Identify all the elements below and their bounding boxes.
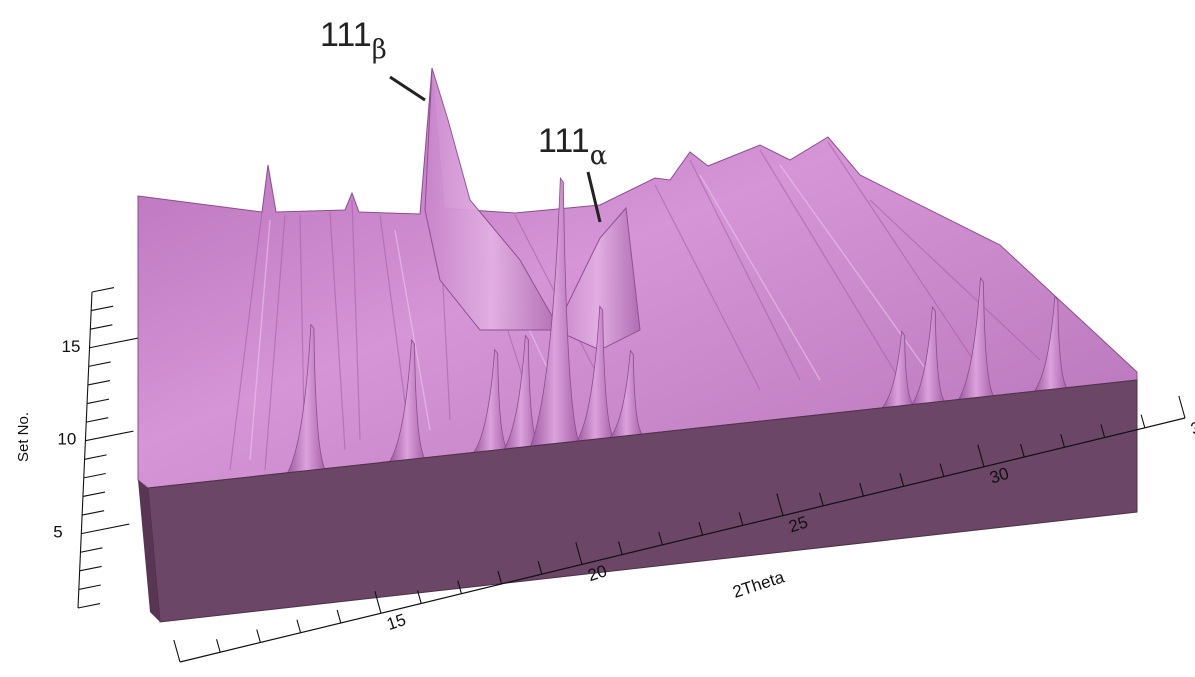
x-tick	[417, 590, 422, 604]
peak-111-alpha-ridge	[554, 206, 641, 351]
y-tick-label: 10	[57, 430, 76, 449]
x-axis: 15 20 25 30 35	[173, 395, 1195, 663]
peak	[473, 348, 508, 453]
x-tick	[819, 492, 824, 506]
annotation-111-beta-label: 111	[320, 16, 372, 54]
x-tick	[497, 570, 503, 585]
surface-left-face	[138, 480, 160, 622]
x-tick-label: 20	[585, 561, 609, 585]
y-tick	[77, 603, 101, 609]
annotation-111-beta-leader	[389, 75, 426, 102]
x-tick	[1020, 443, 1025, 458]
peak	[286, 323, 326, 474]
peak	[529, 176, 580, 447]
x-tick	[537, 561, 543, 575]
x-tick	[859, 482, 864, 497]
peak	[609, 349, 643, 438]
y-tick	[87, 380, 110, 386]
x-tick	[575, 542, 583, 565]
y-tick-label: 15	[62, 337, 81, 356]
y-axis-line	[77, 291, 93, 609]
y-tick	[91, 287, 115, 293]
x-tick	[899, 473, 905, 487]
y-tick-label: 5	[53, 523, 62, 542]
y-tick	[89, 337, 138, 349]
x-tick-label: 35	[1188, 415, 1195, 439]
y-tick	[80, 547, 103, 553]
y-tick	[78, 584, 101, 590]
x-tick	[776, 493, 784, 516]
peak	[957, 276, 995, 400]
peak	[576, 305, 614, 442]
x-tick	[336, 609, 342, 624]
x-tick	[698, 521, 704, 536]
y-tick	[91, 305, 114, 312]
y-axis-title: Set No.	[15, 412, 32, 462]
annotation-111-alpha-subscript: α	[590, 141, 608, 171]
x-tick	[216, 639, 221, 653]
x-tick	[939, 463, 945, 477]
peak	[881, 330, 914, 409]
x-tick-label: 25	[786, 512, 810, 536]
y-tick	[79, 565, 102, 572]
x-tick-label: 15	[384, 610, 408, 634]
y-tick	[90, 324, 113, 330]
x-tick-label: 30	[987, 464, 1011, 488]
x-tick	[173, 639, 181, 663]
x-tick	[658, 531, 663, 546]
y-tick	[88, 361, 111, 367]
annotation-111-beta-subscript: β	[372, 35, 387, 65]
x-tick	[1178, 395, 1186, 419]
x-axis-title: 2Theta	[730, 567, 787, 602]
peak	[910, 305, 946, 405]
peak-111-beta-ridge	[424, 67, 561, 331]
x-tick	[1140, 414, 1146, 428]
x-tick	[457, 580, 462, 594]
y-tick	[86, 398, 110, 405]
y-axis: 5 10 15	[53, 287, 138, 609]
surface-front-face	[147, 379, 1138, 623]
annotation-111-alpha-label: 111	[538, 122, 590, 160]
y-tick	[81, 523, 130, 535]
peak	[388, 338, 426, 462]
y-tick	[86, 417, 109, 423]
annotation-111-beta: 111β	[320, 16, 426, 102]
x-tick	[1060, 434, 1065, 448]
peak	[1033, 295, 1068, 392]
annotation-111-alpha-leader	[586, 171, 602, 223]
y-tick	[83, 472, 106, 479]
x-tick	[738, 512, 744, 526]
svg-text:111β: 111β	[320, 16, 387, 65]
y-tick	[84, 454, 107, 460]
x-tick	[296, 619, 302, 633]
x-axis-line	[179, 417, 1186, 663]
svg-text:111α: 111α	[538, 122, 607, 171]
x-tick	[1100, 424, 1106, 438]
x-tick	[374, 591, 382, 614]
surface-back-wall	[137, 67, 1138, 489]
y-tick	[82, 491, 106, 498]
y-tick	[85, 430, 134, 442]
y-tick	[82, 510, 105, 516]
front-peaks	[286, 176, 1068, 474]
annotation-111-alpha: 111α	[538, 122, 607, 223]
surface-streaks	[229, 74, 1041, 471]
x-tick	[977, 444, 985, 467]
x-tick	[256, 629, 261, 643]
x-tick	[618, 541, 623, 555]
